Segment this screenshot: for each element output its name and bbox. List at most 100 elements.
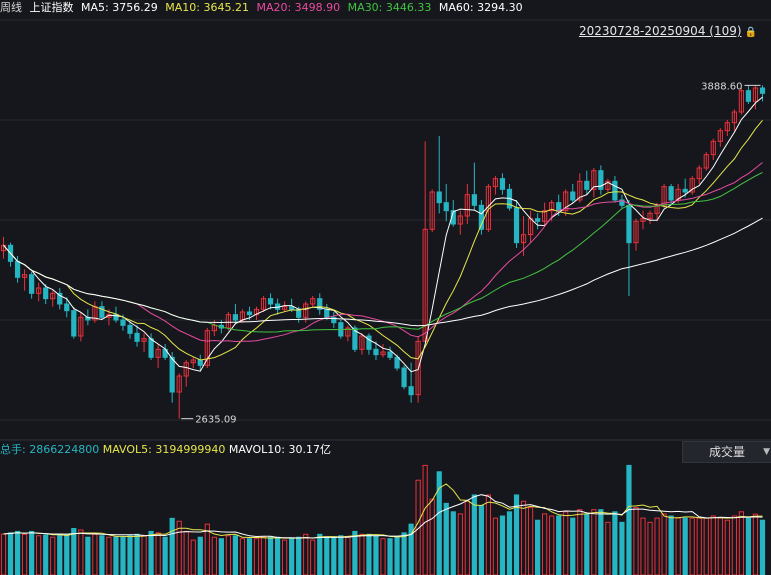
volume-bar: [387, 538, 393, 575]
volume-bar: [457, 513, 463, 575]
candle-body: [675, 188, 681, 201]
volume-bar: [612, 511, 618, 575]
volume-bar: [752, 513, 759, 575]
period-label[interactable]: 周线: [0, 1, 22, 14]
candle-body: [50, 292, 56, 300]
volume-bar: [190, 539, 196, 575]
ma60-value: 3294.30: [477, 1, 523, 14]
volume-bar: [661, 513, 667, 575]
volume-bar: [513, 494, 520, 575]
candle-body: [401, 367, 407, 388]
candle-body: [373, 348, 379, 356]
candle-body: [464, 194, 470, 217]
candle-body: [204, 330, 210, 366]
ma60-line: [3, 217, 763, 327]
candle-body: [345, 327, 351, 337]
volume-bar: [0, 533, 7, 575]
volume-bar: [239, 538, 246, 575]
volume-bar: [317, 533, 323, 575]
ma10-label: MA10:: [165, 1, 200, 14]
candle-body: [436, 191, 442, 204]
volume-bar: [499, 515, 506, 575]
candle-body: [612, 180, 618, 201]
volume-bar: [274, 536, 281, 575]
candle-body: [190, 359, 196, 364]
caret-down-icon: ▼: [763, 447, 770, 457]
candle-body: [556, 202, 562, 212]
candle-body: [759, 87, 766, 94]
lock-icon[interactable]: 🔒: [744, 27, 757, 38]
price-annotations: 3888.60 2635.09: [181, 81, 761, 426]
candle-body: [155, 348, 161, 358]
volume-bar: [289, 538, 295, 575]
candle-body: [696, 167, 702, 180]
volume-bar: [204, 523, 210, 575]
volume-bar: [759, 519, 766, 575]
volume-bar: [373, 535, 379, 575]
candle-body: [282, 306, 288, 310]
candle-body: [183, 362, 189, 377]
volume-bar: [598, 509, 604, 575]
candle-body: [176, 375, 182, 393]
volume-bar: [183, 530, 189, 575]
candle-body: [689, 178, 695, 193]
indicator-select[interactable]: 成交量 ▼: [682, 441, 771, 463]
candle-body: [14, 260, 21, 278]
volume-bar: [696, 517, 702, 575]
volume-bar: [591, 509, 597, 575]
volume-bar: [162, 536, 168, 575]
candle-body: [478, 204, 484, 230]
candle-body: [78, 316, 84, 337]
volume-bar: [731, 515, 737, 575]
volume-ma-lines: [3, 483, 763, 539]
volume-bar: [738, 511, 745, 575]
mavol5-value: 3194999940: [155, 443, 226, 456]
ma20-readout: MA20: 3498.90: [256, 1, 340, 14]
mavol10-line: [3, 494, 763, 539]
date-range-link[interactable]: 20230728-20250904 (109) 🔒: [579, 24, 757, 38]
ma30-readout: MA30: 3446.33: [348, 1, 432, 14]
volume-bar: [682, 517, 688, 575]
low-price-label: 2635.09: [195, 415, 236, 426]
volume-bar: [99, 535, 105, 575]
volume-bar: [485, 494, 492, 575]
candle-body: [352, 327, 358, 350]
candle-body: [534, 218, 541, 222]
candle-body: [457, 215, 463, 225]
candle-body: [197, 359, 203, 366]
candle-body: [141, 338, 147, 342]
total-volume-readout: 总手: 2866224800: [0, 443, 99, 456]
candle-body: [380, 351, 386, 356]
moving-average-lines: [3, 96, 763, 373]
ma60-label: MA60:: [438, 1, 474, 14]
index-name: 上证指数: [29, 1, 74, 14]
candle-body: [682, 188, 688, 193]
indicator-header: 周线 上证指数 MA5: 3756.29 MA10: 3645.21 MA20:…: [0, 0, 771, 18]
volume-bar: [577, 509, 583, 575]
volume-bar: [626, 464, 632, 575]
volume-bar: [415, 479, 421, 575]
ma5-value: 3756.29: [112, 1, 158, 14]
volume-bar: [563, 511, 569, 575]
volume-bar: [605, 521, 611, 575]
volume-bars: [0, 464, 766, 575]
volume-bar: [745, 517, 752, 575]
candle-body: [303, 303, 309, 318]
candlesticks: [0, 85, 766, 419]
indicator-select-value: 成交量: [709, 445, 746, 459]
volume-bar: [429, 498, 435, 575]
volume-bar: [134, 533, 140, 575]
volume-bar: [394, 536, 400, 575]
volume-bar: [64, 534, 70, 575]
volume-bar: [534, 519, 541, 575]
volume-bar: [225, 535, 232, 575]
mavol10-value: 30.17亿: [288, 443, 332, 456]
candle-body: [127, 324, 133, 334]
ma5-line: [3, 96, 763, 373]
volume-bar: [50, 536, 56, 575]
volume-bar: [422, 464, 428, 575]
candle-body: [289, 306, 295, 310]
candle-body: [520, 234, 527, 244]
volume-bar: [556, 515, 562, 575]
